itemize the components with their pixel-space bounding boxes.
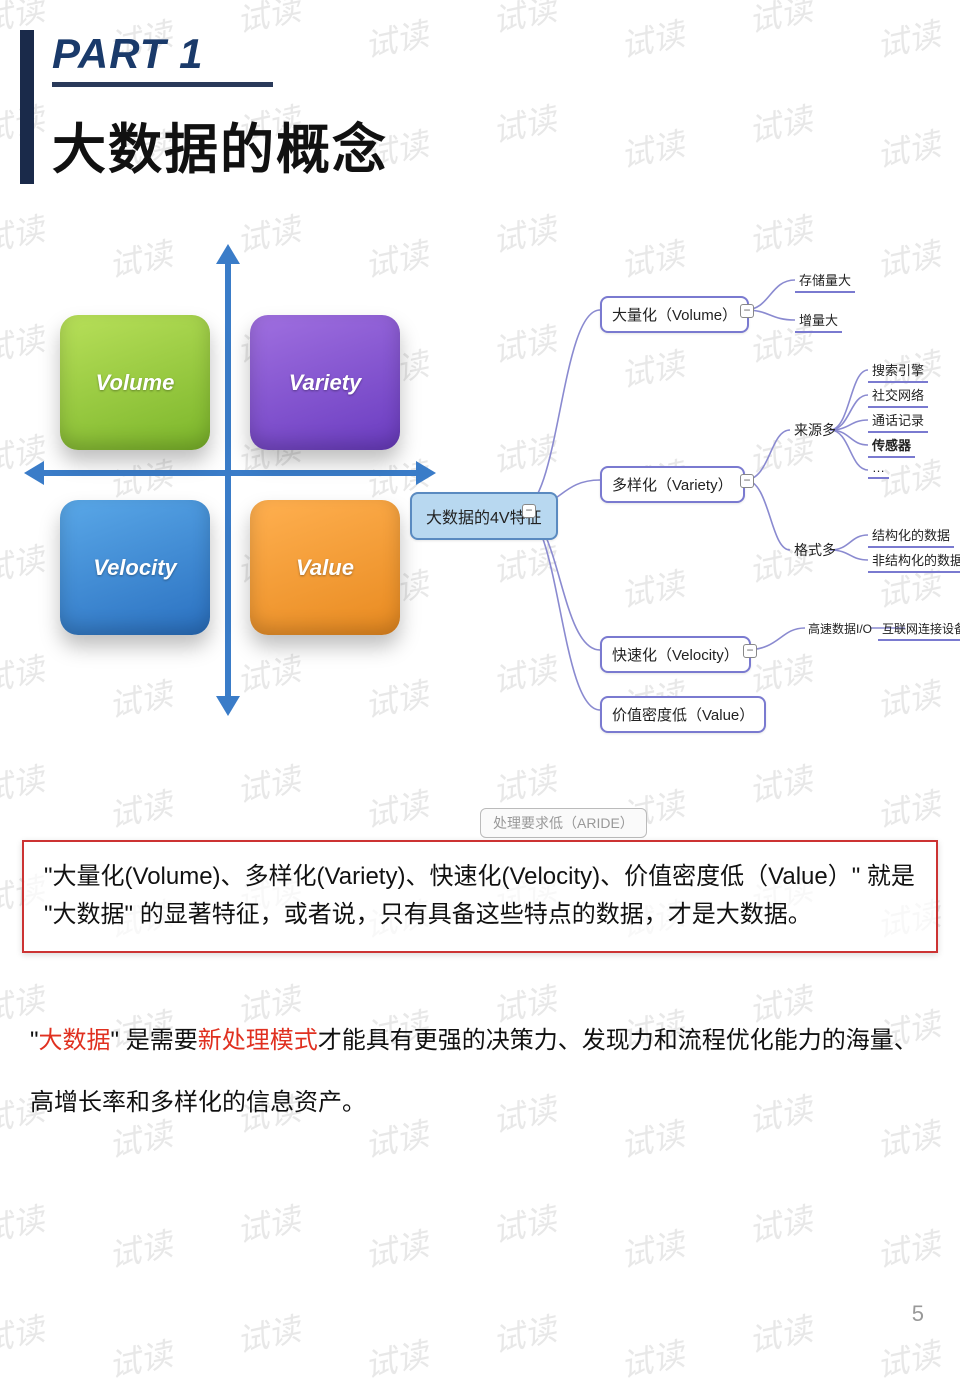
watermark: 试读 [232,1304,304,1362]
watermark: 试读 [872,119,944,177]
leaf-call: 通话记录 [868,408,928,433]
def-prefix: " [30,1027,39,1054]
leaf-structured: 结构化的数据 [868,523,954,548]
watermark: 试读 [104,1219,176,1277]
slide-title: 大数据的概念 [52,105,388,184]
watermark: 试读 [0,1304,48,1362]
watermark: 试读 [232,204,304,262]
watermark: 试读 [0,754,48,812]
leaf-search: 搜索引擎 [868,358,928,383]
watermark: 试读 [0,1194,48,1252]
summary-box: "大量化(Volume)、多样化(Variety)、快速化(Velocity)、… [22,840,938,953]
watermark: 试读 [488,94,560,152]
branch-variety: 多样化（Variety） [600,466,745,503]
leaf-more: … [868,458,889,479]
collapse-icon: − [522,504,536,518]
collapse-icon: − [740,474,754,488]
leaf-increment: 增量大 [795,308,842,333]
def-hl2: 新处理模式 [198,1027,318,1054]
watermark: 试读 [616,119,688,177]
watermark: 试读 [360,1329,432,1387]
watermark: 试读 [360,779,432,837]
group-sources: 来源多 [794,420,836,440]
watermark: 试读 [488,1304,560,1362]
group-formats: 格式多 [794,540,836,560]
watermark: 试读 [744,94,816,152]
quadrant-variety: Variety [250,315,400,450]
branch-velocity: 快速化（Velocity） [600,636,751,673]
watermark: 试读 [616,1219,688,1277]
arrow-left-icon [24,461,44,485]
arrow-down-icon [216,696,240,716]
collapse-icon: − [743,644,757,658]
watermark: 试读 [872,1329,944,1387]
slide-header: PART 1 大数据的概念 [20,30,388,184]
watermark: 试读 [232,1194,304,1252]
quadrant-velocity: Velocity [60,500,210,635]
quadrant-diagram: Volume Variety Velocity Value [40,260,420,700]
leaf-storage: 存储量大 [795,268,855,293]
watermark: 试读 [488,1194,560,1252]
leaf-social: 社交网络 [868,383,928,408]
quadrant-value: Value [250,500,400,635]
watermark: 试读 [232,754,304,812]
collapse-icon: − [740,304,754,318]
watermark: 试读 [872,779,944,837]
faded-tag: 处理要求低（ARIDE） [480,808,647,838]
def-mid1: " 是需要 [111,1027,198,1054]
leaf-unstructured: 非结构化的数据 [868,548,960,573]
page-number: 5 [912,1301,924,1327]
watermark: 试读 [488,0,560,42]
def-hl1: 大数据 [39,1027,111,1054]
group-io: 高速数据I/O [808,620,872,637]
watermark: 试读 [616,1329,688,1387]
watermark: 试读 [744,0,816,42]
watermark: 试读 [104,1329,176,1387]
watermark: 试读 [616,9,688,67]
mindmap-diagram: 大数据的4V特征 − 大量化（Volume） − 存储量大 增量大 多样化（Va… [410,250,950,770]
watermark: 试读 [0,204,48,262]
branch-volume: 大量化（Volume） [600,296,749,333]
part-label: PART 1 [52,30,273,87]
watermark: 试读 [744,1304,816,1362]
leaf-devices: 互联网连接设备数量增长 [878,618,960,641]
axis-vertical [225,260,231,700]
definition-text: "大数据" 是需要新处理模式才能具有更强的决策力、发现力和流程优化能力的海量、高… [30,1010,940,1135]
watermark: 试读 [360,1219,432,1277]
watermark: 试读 [872,9,944,67]
watermark: 试读 [104,779,176,837]
branch-value: 价值密度低（Value） [600,696,766,733]
leaf-sensor: 传感器 [868,433,915,458]
quadrant-volume: Volume [60,315,210,450]
watermark: 试读 [744,1194,816,1252]
arrow-up-icon [216,244,240,264]
watermark: 试读 [872,1219,944,1277]
